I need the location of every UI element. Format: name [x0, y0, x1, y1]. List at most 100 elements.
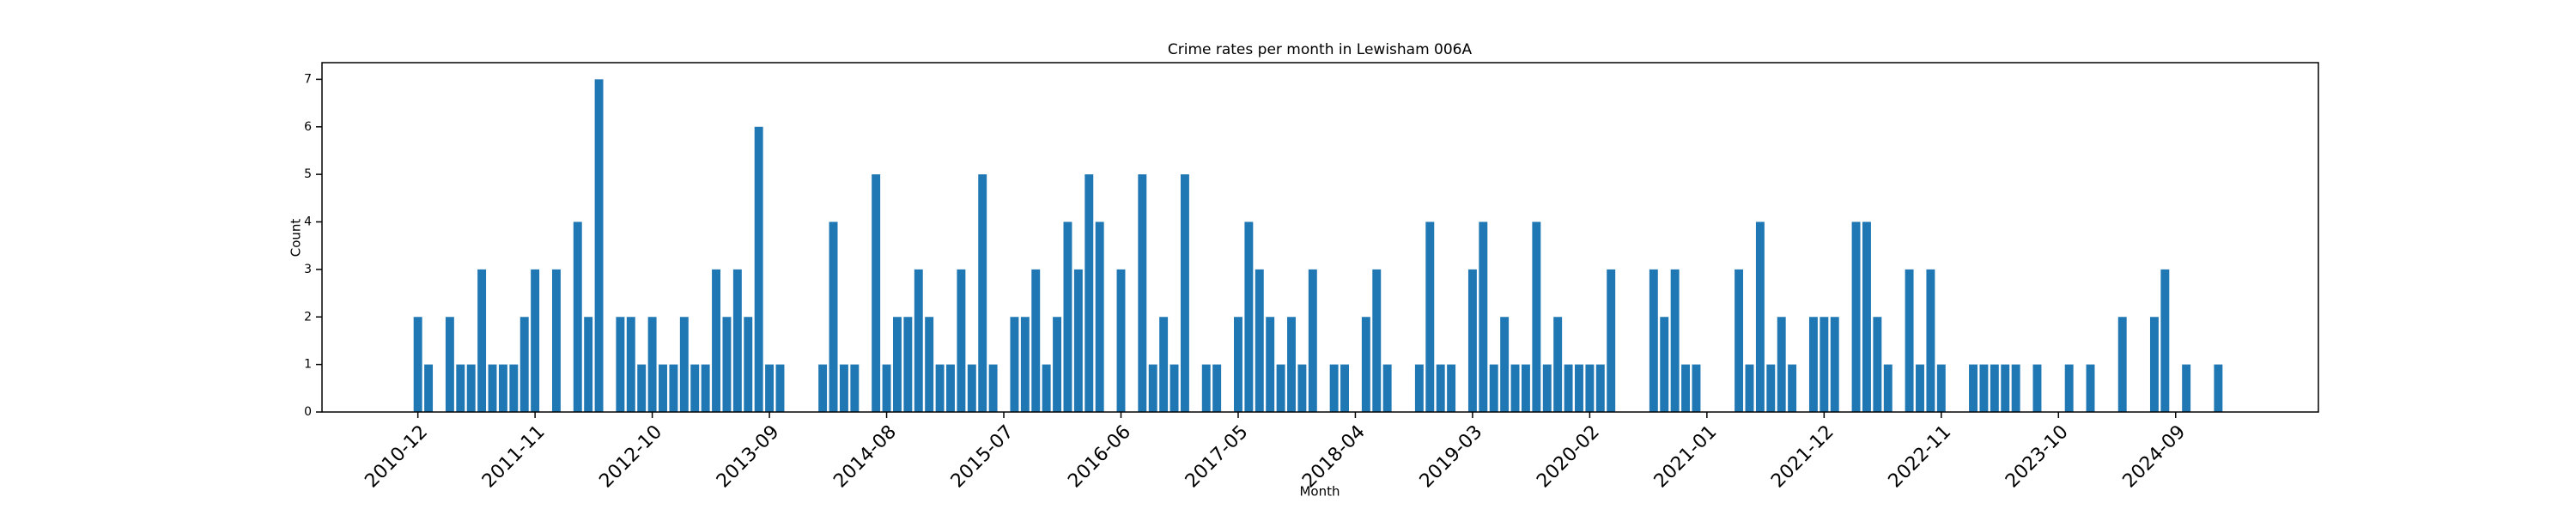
bar: [456, 364, 465, 412]
bar: [1467, 269, 1477, 412]
bar: [1297, 364, 1307, 412]
bar: [1681, 364, 1691, 412]
plot-frame: [321, 62, 2319, 413]
bar: [1553, 317, 1563, 412]
bar: [488, 364, 497, 412]
bar: [1234, 317, 1242, 412]
bar: [732, 269, 742, 412]
bar: [1361, 317, 1370, 412]
bar: [892, 317, 902, 412]
bar: [1862, 221, 1871, 412]
bar: [882, 364, 891, 412]
bar: [2160, 269, 2170, 412]
bar: [1266, 317, 1275, 412]
bar: [722, 317, 732, 412]
bar: [1287, 317, 1296, 412]
bar: [818, 364, 828, 412]
bar: [1201, 364, 1211, 412]
bar: [701, 364, 710, 412]
bar: [1447, 364, 1456, 412]
bar: [584, 317, 593, 412]
bar: [1873, 317, 1882, 412]
bar: [935, 364, 945, 412]
bar: [1372, 269, 1382, 412]
bar: [754, 126, 763, 412]
bar: [509, 364, 519, 412]
x-tick-label: 2024-09: [2119, 421, 2190, 493]
bar: [2117, 317, 2127, 412]
bar: [872, 174, 881, 412]
bar: [669, 364, 678, 412]
x-tick-label: 2021-01: [1650, 421, 1722, 493]
bar: [850, 364, 860, 412]
y-tick-label: 6: [304, 120, 312, 134]
bar: [1521, 364, 1530, 412]
bar: [1414, 364, 1424, 412]
bar: [1042, 364, 1051, 412]
bar: [1969, 364, 1978, 412]
x-tick-label: 2015-07: [947, 421, 1018, 493]
bar: [659, 364, 667, 412]
x-axis-label: Month: [1299, 484, 1340, 500]
bar: [594, 79, 604, 412]
bar: [2086, 364, 2095, 412]
bar: [967, 364, 976, 412]
x-tick-label: 2019-03: [1416, 421, 1487, 493]
bar: [1936, 364, 1946, 412]
x-tick-label: 2020-02: [1533, 421, 1604, 493]
bar: [2182, 364, 2191, 412]
bar: [765, 364, 775, 412]
y-tick-label: 3: [304, 263, 312, 276]
bar: [1905, 269, 1914, 412]
x-tick-label: 2023-10: [2002, 421, 2073, 493]
x-tick-label: 2010-12: [361, 421, 432, 493]
bar: [1777, 317, 1786, 412]
bar: [626, 317, 635, 412]
bar: [519, 317, 529, 412]
bar: [978, 174, 987, 412]
bar: [1425, 221, 1435, 412]
bar: [839, 364, 848, 412]
bar: [775, 364, 785, 412]
bar: [914, 269, 923, 412]
bar: [1180, 174, 1189, 412]
x-tick-label: 2017-05: [1182, 421, 1253, 493]
bar: [1159, 317, 1169, 412]
bar: [957, 269, 966, 412]
bar: [1255, 269, 1264, 412]
bar: [573, 221, 582, 412]
y-tick-label: 0: [304, 405, 312, 419]
chart-title: Crime rates per month in Lewisham 006A: [1168, 41, 1473, 58]
bar: [1095, 221, 1104, 412]
bar: [1595, 364, 1605, 412]
bar: [1670, 269, 1680, 412]
x-tick-label: 2021-12: [1767, 421, 1838, 493]
bar: [2032, 364, 2042, 412]
bar: [2064, 364, 2074, 412]
bar: [1138, 174, 1147, 412]
bar: [2001, 364, 2010, 412]
bar: [616, 317, 625, 412]
bar: [498, 364, 507, 412]
bar: [1607, 269, 1616, 412]
bar: [1851, 221, 1861, 412]
bar: [1479, 221, 1488, 412]
bar: [988, 364, 998, 412]
bar: [1084, 174, 1094, 412]
x-tick-label: 2022-11: [1885, 421, 1956, 493]
x-tick-label: 2013-09: [713, 421, 784, 493]
bar: [690, 364, 700, 412]
bar: [1436, 364, 1445, 412]
bar: [1788, 364, 1797, 412]
bar: [1755, 221, 1765, 412]
bar: [1510, 364, 1520, 412]
bar: [1031, 269, 1041, 412]
bar: [466, 364, 476, 412]
bar: [925, 317, 934, 412]
bar: [1564, 364, 1573, 412]
bar: [477, 269, 487, 412]
bar: [1820, 317, 1829, 412]
bar: [1276, 364, 1285, 412]
bar: [946, 364, 955, 412]
